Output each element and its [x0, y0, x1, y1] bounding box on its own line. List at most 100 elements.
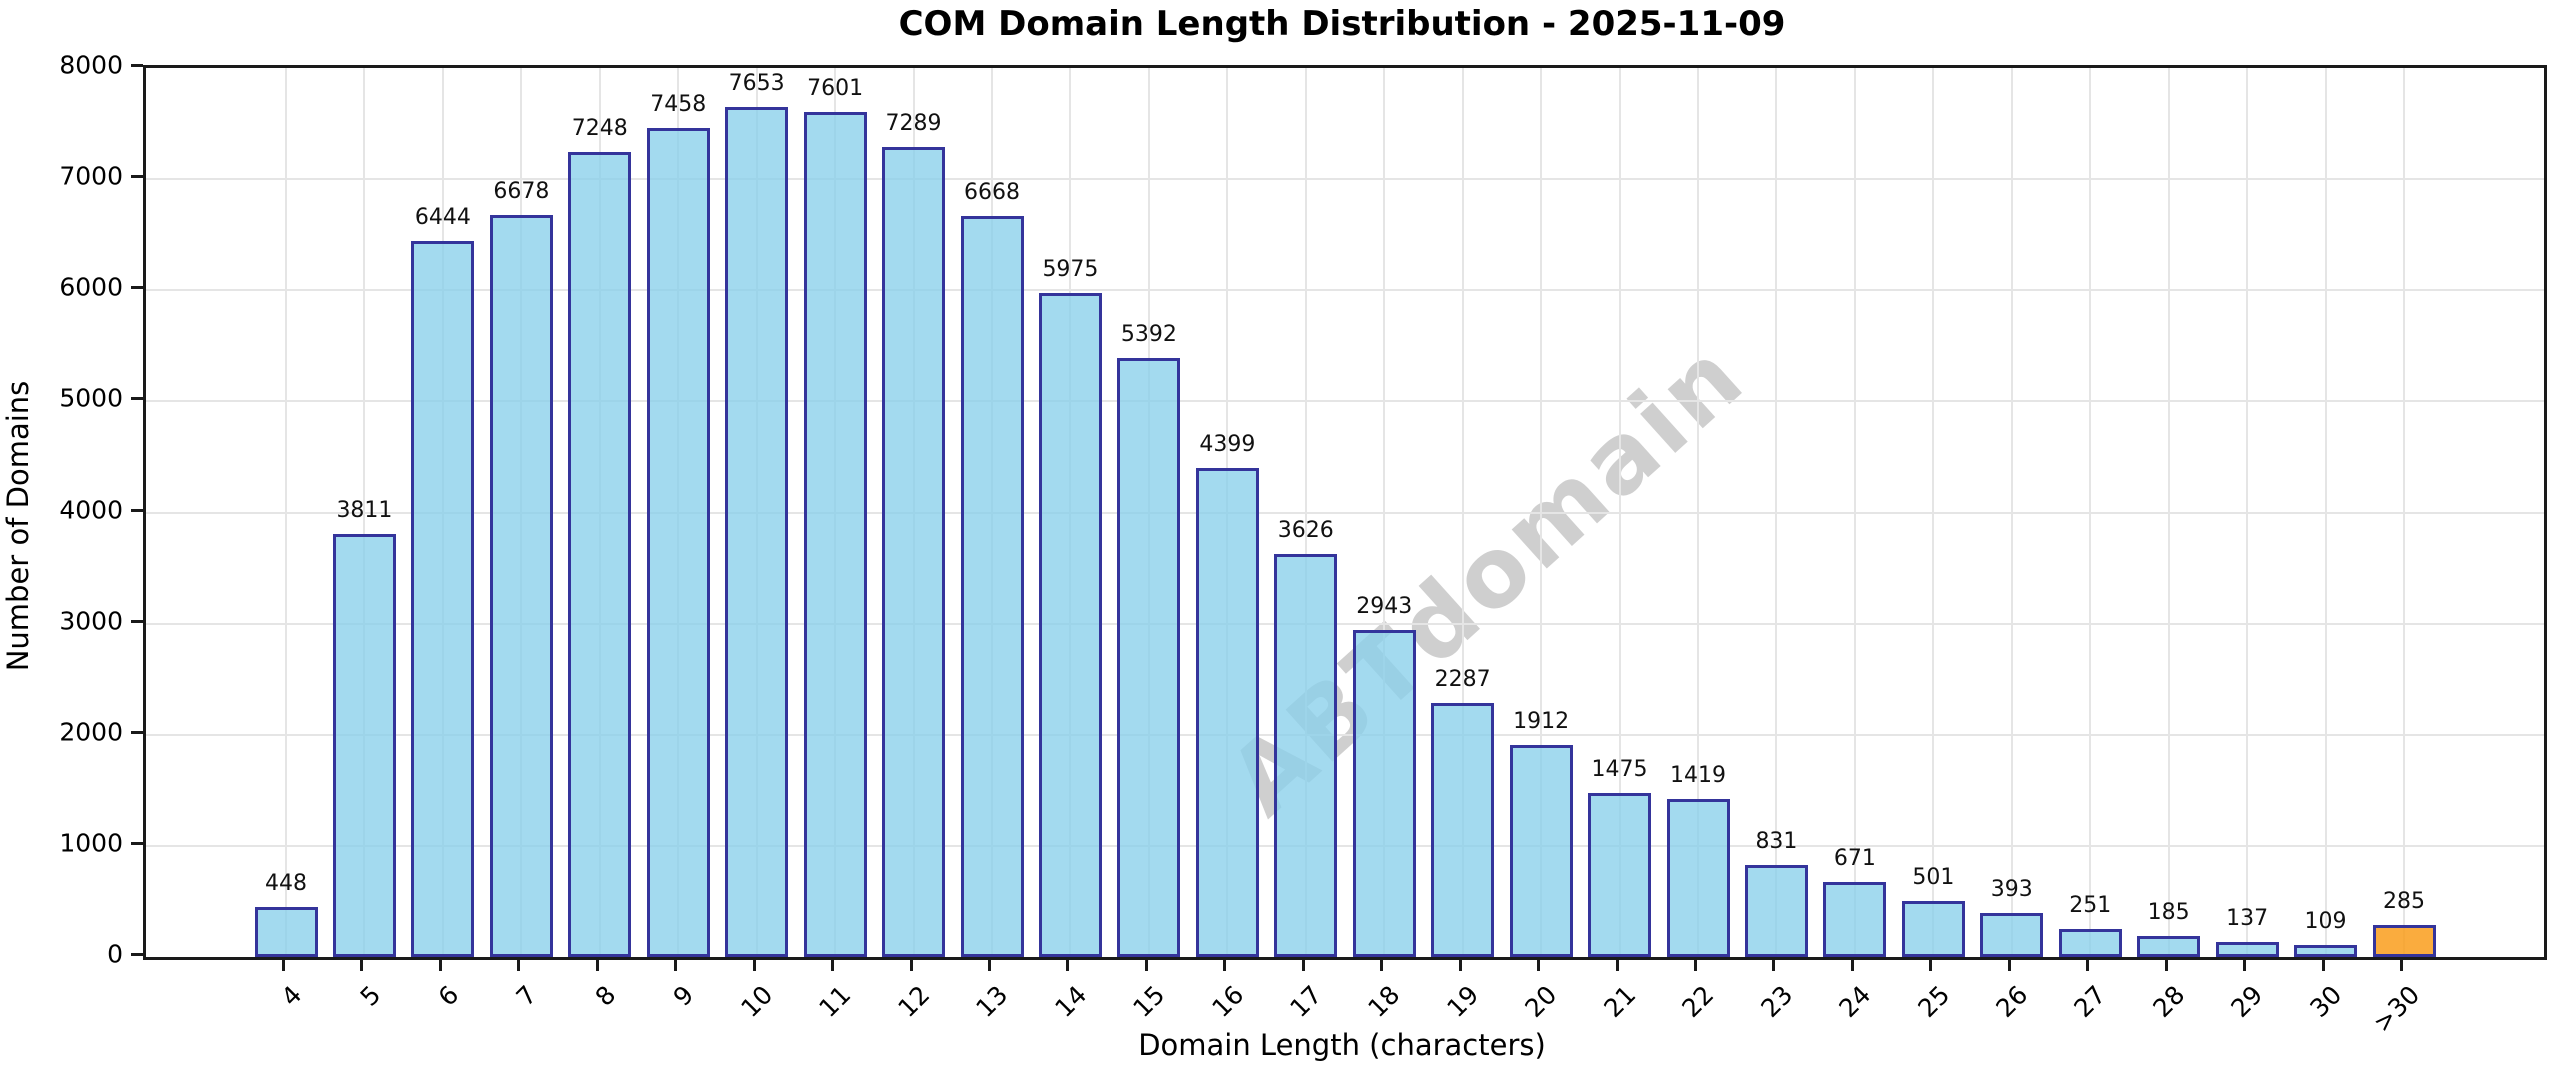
x-tick-mark: [1380, 957, 1384, 971]
bar-30: [2294, 944, 2358, 957]
x-tick-label: 17: [1284, 980, 1328, 1024]
y-tick-mark: [131, 397, 143, 401]
x-tick-mark: [831, 957, 835, 971]
gridline-vertical: [1697, 68, 1699, 957]
bar-value-label: 7458: [650, 92, 707, 118]
x-tick-label: 4: [275, 980, 308, 1012]
gridline-vertical: [2246, 68, 2249, 957]
gridline-vertical: [2324, 68, 2327, 957]
bar-value-label: 109: [2304, 908, 2347, 934]
bar-14: [1038, 293, 1102, 957]
bar-value-label: 671: [1833, 846, 1876, 872]
bar-7: [489, 214, 553, 957]
bar-value-label: 2943: [1356, 593, 1413, 619]
gridline-horizontal: [146, 289, 2544, 292]
x-tick-label: 8: [589, 980, 622, 1012]
x-tick-label: 28: [2147, 980, 2191, 1024]
plot-area: ABTdomain 448 3811 6444 6678 7248 7458 7653 760…: [143, 65, 2547, 960]
y-tick-mark: [131, 953, 143, 956]
x-tick-mark: [2243, 957, 2247, 971]
gridline-vertical: [2403, 68, 2405, 957]
bar-value-label: 6668: [964, 180, 1020, 206]
bar-26: [1980, 913, 2044, 957]
x-tick-mark: [595, 957, 599, 971]
y-tick-label: 8000: [59, 50, 123, 80]
bar-value-label: 393: [1990, 877, 2033, 903]
gridline-vertical: [363, 68, 366, 957]
x-tick-mark: [1772, 957, 1776, 971]
gridline-horizontal: [146, 178, 2544, 181]
gridline-horizontal: [146, 733, 2544, 736]
x-tick-mark: [1223, 957, 1227, 971]
bar-value-label: 251: [2069, 893, 2112, 919]
y-tick-label: 2000: [59, 717, 123, 747]
bar-value-label: 1475: [1591, 757, 1648, 783]
bar-value-label: 185: [2147, 900, 2190, 926]
gridline-horizontal: [146, 511, 2544, 514]
bar-12: [882, 147, 946, 957]
bar-24: [1823, 882, 1887, 957]
x-tick-mark: [517, 957, 521, 971]
bar-15: [1117, 357, 1181, 957]
x-tick-mark: [752, 957, 756, 971]
x-tick-mark: [360, 957, 364, 971]
gridline-horizontal: [146, 622, 2544, 625]
bar-value-label: 6678: [493, 178, 550, 204]
x-tick-label: 20: [1519, 980, 1563, 1024]
bar-value-label: 6444: [414, 204, 471, 230]
gridline-vertical: [2010, 68, 2013, 957]
gridline-vertical: [2167, 68, 2170, 957]
x-tick-label: 22: [1676, 980, 1720, 1024]
x-tick-label: 13: [970, 980, 1014, 1024]
y-tick-label: 5000: [59, 383, 123, 413]
y-tick-label: 7000: [59, 161, 123, 191]
bar-value-label: 501: [1912, 865, 1955, 891]
bar-value-label: 448: [265, 871, 307, 897]
x-tick-label: 9: [667, 980, 700, 1012]
y-tick-label: 3000: [59, 606, 123, 636]
bar-value-label: 1419: [1670, 763, 1726, 789]
gridline-vertical: [1932, 68, 1935, 957]
bar-value-label: 7248: [571, 115, 628, 141]
bar-22: [1666, 799, 1730, 957]
bar-21: [1588, 793, 1652, 957]
gridline-vertical: [1461, 68, 1464, 957]
x-tick-label: 24: [1833, 980, 1877, 1024]
x-tick-mark: [1066, 957, 1070, 971]
y-tick-mark: [131, 286, 143, 290]
x-tick-label: 6: [432, 980, 465, 1012]
y-tick-mark: [131, 730, 143, 734]
bar-11: [803, 112, 867, 957]
bar-value-label: 7653: [728, 70, 785, 96]
gridline-vertical: [1383, 68, 1386, 957]
y-tick-label: 1000: [59, 828, 123, 858]
bar-value-label: 1912: [1513, 708, 1570, 734]
bar-value-label: 2287: [1434, 666, 1491, 692]
x-tick-mark: [2086, 957, 2090, 971]
gridline-vertical: [2089, 68, 2092, 957]
bar-28: [2137, 936, 2201, 957]
gridline-horizontal: [146, 400, 2544, 403]
x-tick-label: 14: [1048, 980, 1092, 1024]
y-tick-mark: [131, 841, 143, 845]
bar-29: [2215, 941, 2279, 957]
x-tick-mark: [988, 957, 991, 971]
y-tick-mark: [131, 619, 143, 623]
x-tick-label: 7: [511, 980, 543, 1012]
x-tick-label: 5: [354, 980, 386, 1012]
x-tick-label: 21: [1598, 980, 1642, 1024]
bar-value-label: 137: [2226, 905, 2269, 931]
x-tick-mark: [2400, 957, 2403, 971]
x-tick-mark: [2007, 957, 2011, 971]
gridline-vertical: [285, 68, 287, 957]
bar-8: [568, 151, 632, 957]
x-tick-label: 18: [1362, 980, 1406, 1024]
x-tick-mark: [1850, 957, 1854, 971]
bar-9: [646, 128, 710, 957]
x-tick-mark: [1458, 957, 1462, 971]
y-tick-label: 4000: [59, 495, 123, 524]
y-tick-mark: [131, 508, 143, 512]
bar-25: [1901, 901, 1965, 957]
gridline-vertical: [1775, 68, 1778, 957]
x-tick-mark: [438, 957, 442, 971]
